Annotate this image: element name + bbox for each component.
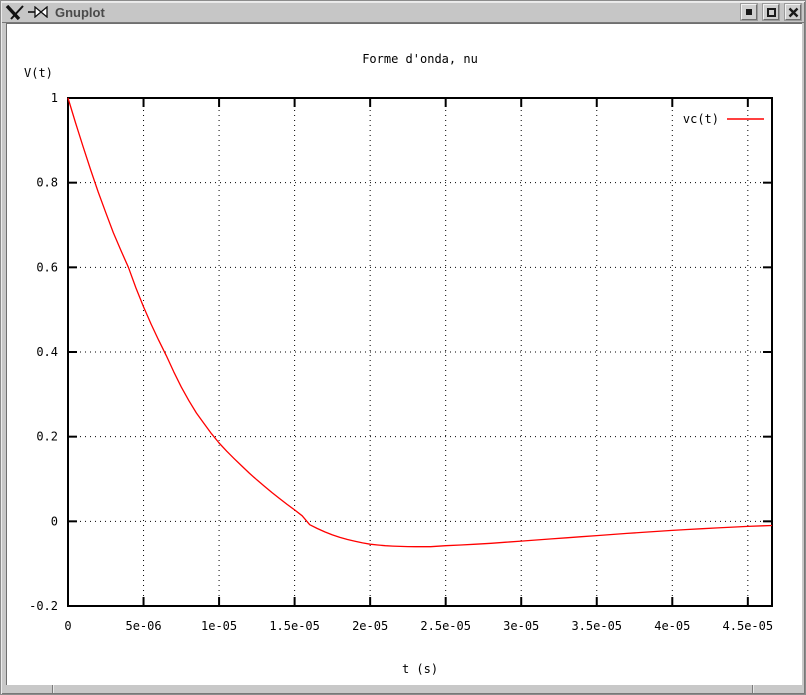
- plot-content-area: 0 5e-06 1e-05 1.5e-05 2e-05 2.5e-05 3e-05 3.5e-…: [6, 23, 802, 688]
- title-bar[interactable]: Gnuplot: [2, 2, 804, 23]
- x-tick-label: 2.5e-05: [420, 619, 471, 633]
- minimize-button[interactable]: [740, 3, 758, 21]
- legend-label: vc(t): [683, 112, 719, 126]
- x-tick-label: 3.5e-05: [571, 619, 622, 633]
- x-tick-label: 1.5e-05: [269, 619, 320, 633]
- y-tick-label: 0.2: [36, 430, 58, 444]
- plot-title: Forme d'onda, nu: [362, 52, 478, 66]
- maximize-icon: [766, 7, 776, 17]
- y-tick-label: 1: [51, 91, 58, 105]
- maximize-button[interactable]: [762, 3, 780, 21]
- plot-border: [67, 97, 773, 607]
- resize-corner-right-notch: [752, 685, 754, 693]
- y-axis-label: V(t): [24, 66, 53, 80]
- x-tick-label: 4e-05: [654, 619, 690, 633]
- y-tick-label: 0.8: [36, 176, 58, 190]
- x11-logo-icon: [5, 4, 24, 20]
- y-tick-label: 0.6: [36, 260, 58, 274]
- y-tick-label: -0.2: [29, 599, 58, 613]
- curve-vc: [67, 97, 773, 548]
- x-tick-label: 5e-06: [125, 619, 161, 633]
- close-icon: [788, 7, 798, 17]
- x-tick-label: 2e-05: [352, 619, 388, 633]
- x-axis-label: t (s): [402, 662, 438, 676]
- plot-canvas[interactable]: 0 5e-06 1e-05 1.5e-05 2e-05 2.5e-05 3e-05 3.5e-…: [7, 24, 802, 688]
- x-tick-label: 3e-05: [503, 619, 539, 633]
- y-tick-label: 0.4: [36, 345, 58, 359]
- window-title: Gnuplot: [55, 4, 105, 20]
- close-button[interactable]: [784, 3, 802, 21]
- x-tick-label: 1e-05: [201, 619, 237, 633]
- x-tick-label: 4.5e-05: [723, 619, 774, 633]
- y-tick-label: 0: [51, 514, 58, 528]
- x-tick-label: 0: [64, 619, 71, 633]
- minimize-icon: [746, 9, 752, 15]
- resize-corner-left-notch: [52, 685, 54, 693]
- resize-bar[interactable]: [2, 685, 804, 693]
- pushpin-icon: [28, 6, 48, 18]
